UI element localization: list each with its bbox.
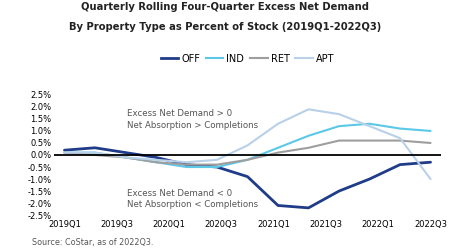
OFF [92,146,98,149]
Line: IND: IND [64,124,431,167]
IND [428,130,433,132]
OFF [245,175,250,178]
OFF [275,204,281,207]
Text: Quarterly Rolling Four-Quarter Excess Net Demand: Quarterly Rolling Four-Quarter Excess Ne… [81,2,369,12]
IND [62,151,67,154]
RET [184,163,189,166]
IND [245,158,250,161]
Legend: OFF, IND, RET, APT: OFF, IND, RET, APT [157,50,338,68]
RET [123,156,128,159]
RET [275,151,281,154]
IND [92,151,98,154]
RET [336,139,342,142]
APT [336,113,342,116]
OFF [62,149,67,152]
OFF [397,163,403,166]
OFF [184,163,189,166]
OFF [428,161,433,164]
OFF [306,206,311,210]
APT [428,178,433,180]
IND [336,125,342,128]
IND [214,166,220,168]
Text: Source: CoStar, as of 2022Q3.: Source: CoStar, as of 2022Q3. [32,238,153,248]
RET [153,161,159,164]
APT [275,122,281,125]
RET [245,158,250,161]
RET [62,151,67,154]
APT [123,156,128,159]
RET [428,142,433,144]
IND [306,134,311,137]
Text: Excess Net Demand > 0
Net Absorption > Completions: Excess Net Demand > 0 Net Absorption > C… [127,109,258,130]
OFF [123,151,128,154]
OFF [367,178,372,180]
RET [397,139,403,142]
RET [306,146,311,149]
APT [184,161,189,164]
APT [306,108,311,111]
APT [214,158,220,161]
APT [367,125,372,128]
IND [184,166,189,168]
Line: APT: APT [64,109,431,179]
OFF [153,156,159,159]
APT [245,144,250,147]
APT [153,158,159,161]
Line: OFF: OFF [64,148,431,208]
IND [123,156,128,159]
IND [153,161,159,164]
RET [367,139,372,142]
APT [62,151,67,154]
Line: RET: RET [64,140,431,164]
APT [92,151,98,154]
OFF [214,166,220,168]
Text: Excess Net Demand < 0
Net Absorption < Completions: Excess Net Demand < 0 Net Absorption < C… [127,189,258,210]
IND [275,146,281,149]
RET [214,163,220,166]
OFF [336,190,342,192]
Text: By Property Type as Percent of Stock (2019Q1-2022Q3): By Property Type as Percent of Stock (20… [69,22,381,32]
RET [92,154,98,156]
IND [397,127,403,130]
IND [367,122,372,125]
APT [397,137,403,140]
